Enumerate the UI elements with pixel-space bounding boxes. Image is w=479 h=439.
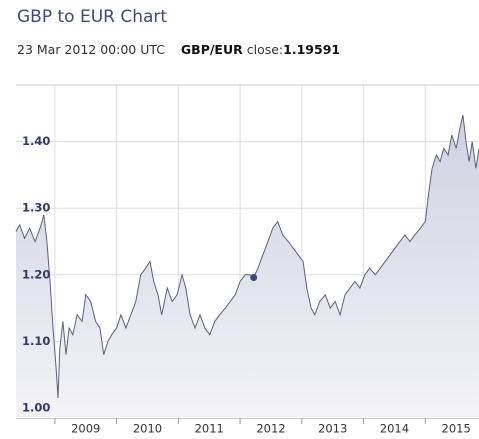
- x-tick-label: 2015: [442, 422, 471, 436]
- tooltip-label: close:: [246, 42, 284, 57]
- x-tick-label: 2010: [133, 422, 162, 436]
- line: [15, 114, 479, 399]
- x-tick-label: 2011: [195, 422, 224, 436]
- tooltip-date: 23 Mar 2012 00:00 UTC: [17, 42, 165, 57]
- y-tick-label: 1.40: [22, 134, 50, 148]
- x-tick-label: 2013: [318, 422, 347, 436]
- tooltip-pair: GBP/EUR: [180, 42, 243, 57]
- area: [16, 115, 479, 418]
- tooltip-value: 1.19591: [283, 42, 341, 57]
- x-tick-label: 2014: [380, 422, 409, 436]
- y-tick-label: 1.20: [22, 267, 50, 281]
- x-tick-label: 2012: [256, 422, 285, 436]
- tooltip-line: 23 Mar 2012 00:00 UTC GBP/EUR close:1.19…: [17, 42, 340, 57]
- x-tick-label: 2009: [71, 422, 100, 436]
- y-tick-label: 1.10: [22, 334, 50, 348]
- chart-title: GBP to EUR Chart: [17, 7, 168, 27]
- marker-dot: [250, 274, 258, 282]
- y-tick-label: 1.30: [22, 201, 50, 215]
- y-tick-label: 1.00: [22, 401, 50, 415]
